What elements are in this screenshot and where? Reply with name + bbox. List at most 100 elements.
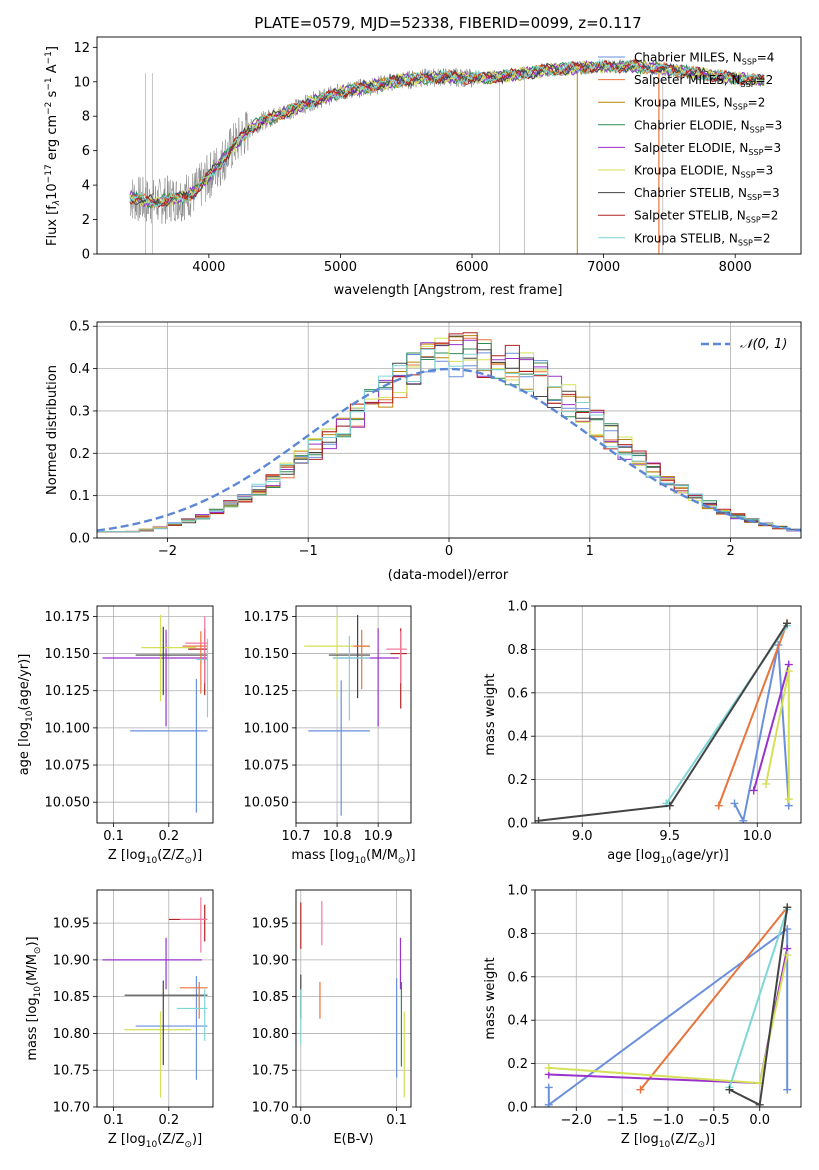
panel-mass_vs_ebv: 0.0 0.1 10.70 10.75 10.80 10.85 10.90 10.95 E(B-… xyxy=(252,889,412,1147)
weight-marker xyxy=(739,816,748,823)
y-tick-label: 10.125 xyxy=(244,684,290,699)
plot-area xyxy=(535,619,793,823)
x-axis-label: (data-model)/error xyxy=(388,568,509,583)
x-tick-label: 0.1 xyxy=(103,1113,124,1128)
y-tick-label: 10.050 xyxy=(244,796,290,811)
y-axis-label: mass [log10(M/M⊙)] xyxy=(25,936,43,1060)
legend-label: Salpeter MILES, NSSP=2 xyxy=(634,73,773,89)
panel-weight_vs_age: 9.0 9.5 10.0 0.0 0.2 0.4 0.6 0.8 1.0 mass weight a… xyxy=(483,600,802,866)
legend-label: Chabrier STELIB, NSSP=3 xyxy=(634,186,780,202)
weight-marker xyxy=(544,1083,553,1092)
x-tick-label: −1 xyxy=(299,544,318,559)
y-tick-label: 0 xyxy=(82,248,90,263)
weight-marker xyxy=(725,1085,734,1094)
x-tick-label: 7000 xyxy=(587,260,620,275)
histogram-step xyxy=(97,337,801,533)
x-tick-label: 0.0 xyxy=(290,1113,311,1128)
y-tick-label: 10.90 xyxy=(53,953,90,968)
histogram-step xyxy=(97,332,801,533)
y-tick-label: 10.075 xyxy=(45,759,91,774)
plot-area xyxy=(129,58,765,254)
histogram-step xyxy=(97,348,801,533)
x-tick-label: 10.7 xyxy=(282,829,311,844)
y-tick-label: 10.150 xyxy=(45,647,91,662)
x-axis-label: Z [log10(Z/Z⊙)] xyxy=(108,848,202,866)
x-tick-label: 10.0 xyxy=(743,829,772,844)
y-tick-label: 10.80 xyxy=(252,1027,289,1042)
model-spectrum-line xyxy=(129,59,765,207)
weight-series-line xyxy=(639,906,788,1091)
axes-frame xyxy=(96,889,214,1108)
x-tick-label: −2.0 xyxy=(560,1113,592,1128)
x-tick-label: 8000 xyxy=(719,260,752,275)
weight-series-line xyxy=(547,927,789,1107)
weight-marker xyxy=(730,799,739,808)
y-tick-label: 10 xyxy=(73,75,90,90)
weight-marker xyxy=(749,786,758,795)
y-tick-label: 10.050 xyxy=(45,796,91,811)
panel-mass_vs_Z: 0.1 0.2 10.70 10.75 10.80 10.85 10.90 10.95 Z [l… xyxy=(25,889,214,1150)
y-tick-label: 10.100 xyxy=(244,721,290,736)
x-tick-label: 1 xyxy=(586,544,594,559)
x-tick-label: 0.0 xyxy=(749,1113,770,1128)
y-tick-label: 10.85 xyxy=(53,990,90,1005)
legend-label: 𝒩(0, 1) xyxy=(740,337,787,352)
x-tick-label: 0.1 xyxy=(386,1113,407,1128)
model-spectrum-line xyxy=(129,60,765,208)
weight-marker xyxy=(783,903,792,912)
y-tick-label: 0.0 xyxy=(507,1101,528,1116)
axes-frame xyxy=(295,889,412,1108)
weight-marker xyxy=(755,1100,764,1107)
weight-marker xyxy=(784,667,793,676)
plot-area xyxy=(102,614,209,813)
y-tick-label: 10.75 xyxy=(53,1064,90,1079)
legend-label: Salpeter STELIB, NSSP=2 xyxy=(634,209,778,225)
y-tick-label: 0.5 xyxy=(69,320,90,335)
x-tick-label: 9.5 xyxy=(659,829,680,844)
x-tick-label: 0.1 xyxy=(103,829,124,844)
legend-label: Salpeter ELODIE, NSSP=3 xyxy=(634,141,781,157)
x-axis-label: wavelength [Angstrom, rest frame] xyxy=(334,283,563,298)
y-tick-label: 10.150 xyxy=(244,647,290,662)
x-tick-label: 2 xyxy=(726,544,734,559)
weight-marker xyxy=(783,951,792,960)
plot-area xyxy=(304,614,407,816)
plot-area xyxy=(102,897,208,1098)
panel-residuals: −2 −1 0 1 2 0.0 0.1 0.2 0.3 0.4 0.5 𝒩(0, 1) (data-mo… xyxy=(45,320,802,583)
x-tick-label: 6000 xyxy=(455,260,488,275)
y-tick-label: 0.4 xyxy=(507,730,528,745)
weight-series-line xyxy=(733,644,790,823)
y-axis-label: Flux [fλ10−17 erg cm−2 s−1 A−1] xyxy=(44,46,62,246)
y-tick-label: 10.80 xyxy=(53,1027,90,1042)
y-tick-label: 10.175 xyxy=(244,610,290,625)
weight-marker xyxy=(783,1085,792,1094)
weight-marker xyxy=(544,1063,553,1072)
x-tick-label: 10.9 xyxy=(364,829,393,844)
weight-marker xyxy=(544,1100,553,1107)
x-axis-label: Z [log10(Z/Z⊙)] xyxy=(621,1132,715,1150)
legend-label: Chabrier ELODIE, NSSP=3 xyxy=(634,118,782,134)
legend-label: Chabrier MILES, NSSP=4 xyxy=(634,51,774,67)
x-tick-label: −0.5 xyxy=(698,1113,730,1128)
y-tick-label: 0.6 xyxy=(507,970,528,985)
y-tick-label: 0.6 xyxy=(507,686,528,701)
weight-marker xyxy=(535,816,543,823)
x-tick-label: −1.0 xyxy=(652,1113,684,1128)
x-tick-label: −1.5 xyxy=(606,1113,638,1128)
x-tick-label: 0.2 xyxy=(158,1113,179,1128)
y-tick-label: 0.3 xyxy=(69,404,90,419)
panel-age_vs_mass: 10.7 10.8 10.9 10.050 10.075 10.100 10.125 10.1… xyxy=(244,605,416,866)
y-tick-label: 0.2 xyxy=(69,447,90,462)
model-spectrum-line xyxy=(129,58,765,209)
y-tick-label: 4 xyxy=(82,179,90,194)
axes-frame xyxy=(295,605,412,824)
y-tick-label: 10.75 xyxy=(252,1064,289,1079)
y-tick-label: 0.8 xyxy=(507,643,528,658)
weight-series-line xyxy=(728,909,789,1088)
y-tick-label: 10.95 xyxy=(53,917,90,932)
legend-label: Kroupa ELODIE, NSSP=3 xyxy=(634,164,773,180)
panel-spectrum: 4000 5000 6000 7000 8000 0 2 4 6 8 10 12 Chabrier MI… xyxy=(44,36,802,298)
y-tick-label: 8 xyxy=(82,110,90,125)
axes-frame xyxy=(534,605,802,824)
histogram-step xyxy=(97,335,801,533)
